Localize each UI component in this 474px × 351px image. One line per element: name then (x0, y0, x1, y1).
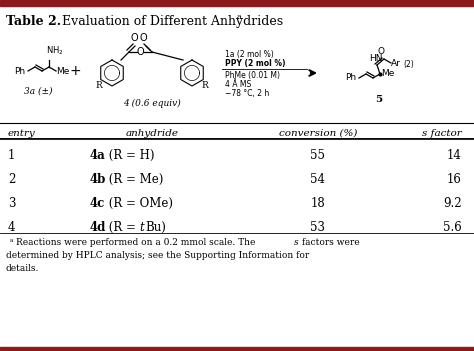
Text: 4d: 4d (90, 221, 106, 234)
Text: 55: 55 (310, 149, 326, 162)
Bar (0, 0, 474, 6)
Text: Ph: Ph (14, 66, 25, 75)
Text: O: O (139, 33, 147, 43)
Text: (R = H): (R = H) (105, 149, 155, 162)
Text: 3a (±): 3a (±) (24, 87, 52, 96)
Text: s factor: s factor (422, 129, 462, 138)
Text: anhydride: anhydride (126, 129, 179, 138)
Text: O: O (377, 47, 384, 56)
Text: 18: 18 (310, 197, 325, 210)
Text: 3: 3 (8, 197, 16, 210)
Text: 14: 14 (447, 149, 462, 162)
Text: 2: 2 (8, 173, 15, 186)
Text: R: R (201, 81, 209, 91)
Text: +: + (69, 64, 81, 78)
Text: 1: 1 (8, 149, 15, 162)
Text: 4b: 4b (90, 173, 106, 186)
Text: O: O (136, 47, 144, 57)
Text: 4: 4 (8, 221, 16, 234)
Bar (0, 347, 474, 351)
Text: Ph: Ph (345, 73, 356, 82)
Text: 9.2: 9.2 (443, 197, 462, 210)
Text: 4 (0.6 equiv): 4 (0.6 equiv) (123, 99, 181, 108)
Text: Reactions were performed on a 0.2 mmol scale. The: Reactions were performed on a 0.2 mmol s… (16, 238, 258, 247)
Text: 4c: 4c (90, 197, 105, 210)
Text: Me: Me (381, 69, 394, 79)
Text: O: O (130, 33, 138, 43)
Text: PhMe (0.01 M): PhMe (0.01 M) (225, 71, 280, 80)
Text: 54: 54 (310, 173, 326, 186)
Text: details.: details. (6, 264, 39, 273)
Text: 5.6: 5.6 (443, 221, 462, 234)
Text: −78 °C, 2 h: −78 °C, 2 h (225, 89, 269, 98)
Text: Me: Me (56, 66, 69, 75)
Text: determined by HPLC analysis; see the Supporting Information for: determined by HPLC analysis; see the Sup… (6, 251, 309, 260)
Text: NH$_2$: NH$_2$ (46, 45, 64, 57)
Text: ᵃ: ᵃ (10, 238, 13, 247)
Text: Ar: Ar (391, 59, 401, 67)
Text: entry: entry (8, 129, 36, 138)
Text: t: t (139, 221, 144, 234)
Text: 5: 5 (375, 95, 383, 104)
Text: factors were: factors were (299, 238, 360, 247)
Text: (R = OMe): (R = OMe) (105, 197, 173, 210)
Text: 4a: 4a (90, 149, 106, 162)
Text: a: a (237, 13, 242, 21)
Text: (2): (2) (403, 60, 414, 69)
Text: PPY (2 mol %): PPY (2 mol %) (225, 59, 285, 68)
Text: Table 2.: Table 2. (6, 15, 61, 28)
Text: (R =: (R = (105, 221, 140, 234)
Text: 53: 53 (310, 221, 326, 234)
Text: (R = Me): (R = Me) (105, 173, 164, 186)
Text: Evaluation of Different Anhydrides: Evaluation of Different Anhydrides (58, 15, 283, 28)
Text: 16: 16 (447, 173, 462, 186)
Text: HN: HN (369, 54, 383, 63)
Text: Bu): Bu) (145, 221, 166, 234)
Text: conversion (%): conversion (%) (279, 129, 357, 138)
Text: R: R (96, 81, 102, 91)
Text: 1a (2 mol %): 1a (2 mol %) (225, 50, 274, 59)
Text: s: s (294, 238, 299, 247)
Text: 4 Å MS: 4 Å MS (225, 80, 251, 89)
